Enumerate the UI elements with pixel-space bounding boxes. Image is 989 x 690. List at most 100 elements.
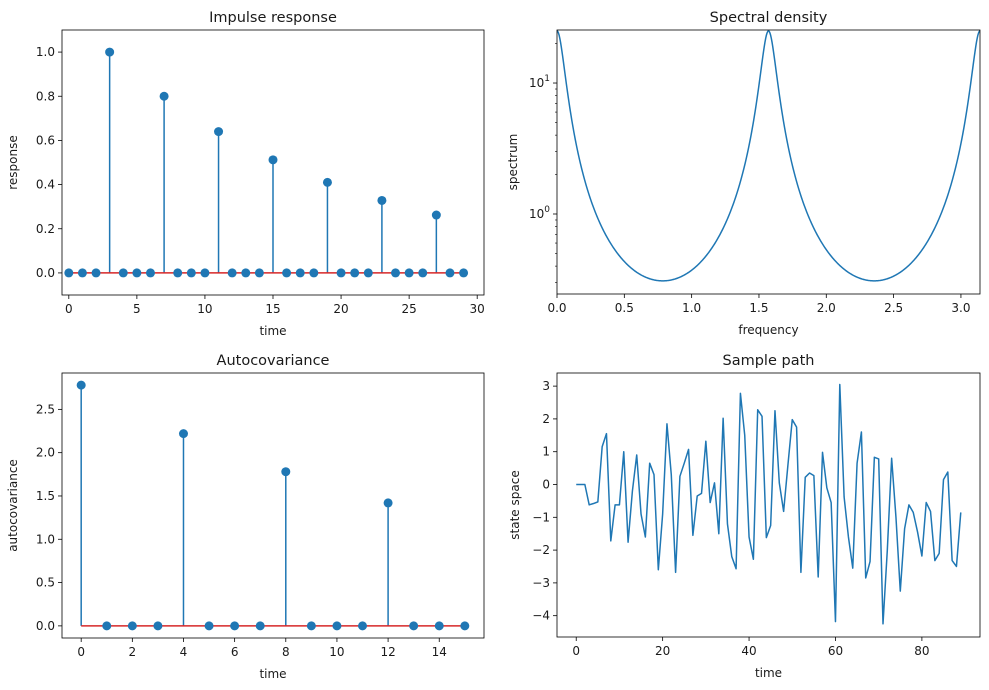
stem-marker <box>241 268 251 278</box>
stem-marker <box>227 268 237 278</box>
spectrum-line <box>557 30 980 282</box>
axes-frame <box>556 372 981 638</box>
y-tick-label: 0.5 <box>36 576 55 590</box>
sample-path-line <box>576 383 962 625</box>
x-tick-label: 2.0 <box>817 301 836 315</box>
x-axis-label: frequency <box>738 323 798 337</box>
stem-marker <box>459 268 469 278</box>
stem-marker <box>132 268 142 278</box>
stem-marker <box>230 621 240 631</box>
autocov-chart: Autocovariance time autocovariance 0 2 4 6 8 10 1… <box>6 353 485 681</box>
x-tick-label: 15 <box>265 302 280 316</box>
x-axis-label: time <box>259 324 286 338</box>
x-tick-label: 8 <box>282 645 290 659</box>
x-tick-label: 10 <box>197 302 212 316</box>
stem-marker <box>153 621 163 631</box>
x-tick-label: 40 <box>741 644 756 658</box>
stem-marker <box>118 268 128 278</box>
stem-marker <box>383 498 393 508</box>
plot-area <box>576 383 962 625</box>
axes-frame <box>61 372 485 639</box>
y-tick-label: 1.0 <box>36 532 55 546</box>
stem-marker <box>377 195 387 205</box>
x-tick-label: 25 <box>401 302 416 316</box>
stem-marker <box>350 268 360 278</box>
stem-marker <box>460 621 470 631</box>
stem-marker <box>127 621 137 631</box>
x-tick-label: 20 <box>333 302 348 316</box>
chart-title: Impulse response <box>209 10 337 26</box>
stem-marker <box>268 155 278 165</box>
x-tick-label: 5 <box>133 302 141 316</box>
stem-marker <box>76 380 86 390</box>
y-tick-label: 2.5 <box>36 402 55 416</box>
x-tick-label: 14 <box>432 645 447 659</box>
x-tick-label: 3.0 <box>951 301 970 315</box>
stem-marker <box>77 268 87 278</box>
stem-marker <box>214 127 224 137</box>
x-axis-label: time <box>259 667 286 681</box>
y-tick-label: 1 <box>542 445 550 459</box>
x-tick-label: 1.5 <box>749 301 768 315</box>
y-tick-label: 0.0 <box>36 619 55 633</box>
stem-marker <box>322 177 332 187</box>
y-tick-label: −4 <box>532 609 550 623</box>
y-axis-label: state space <box>508 470 522 539</box>
y-tick-label: −1 <box>532 510 550 524</box>
y-axis-label: response <box>6 135 20 190</box>
y-tick-label: 0.2 <box>36 222 55 236</box>
plot-area <box>64 47 469 278</box>
x-tick-label: 2.5 <box>884 301 903 315</box>
stem-marker <box>200 268 210 278</box>
stem-marker <box>178 429 188 439</box>
stem-marker <box>431 210 441 220</box>
stem-marker <box>445 268 455 278</box>
x-tick-label: 60 <box>828 644 843 658</box>
y-axis-label: spectrum <box>506 134 520 191</box>
stem-marker <box>404 268 414 278</box>
stem-marker <box>105 47 115 57</box>
y-tick-label: 0 <box>542 478 550 492</box>
x-tick-label: 0 <box>77 645 85 659</box>
x-tick-label: 6 <box>231 645 239 659</box>
y-tick-label: 2 <box>542 412 550 426</box>
stem-marker <box>254 268 264 278</box>
y-tick-label: 1.5 <box>36 489 55 503</box>
spectral-chart: Spectral density frequency spectrum 0.0 0.5 1… <box>506 10 981 337</box>
stem-marker <box>363 268 373 278</box>
x-tick-label: 1.0 <box>682 301 701 315</box>
x-tick-label: 2 <box>129 645 137 659</box>
axes-frame <box>61 29 485 296</box>
stem-marker <box>409 621 419 631</box>
stem-marker <box>102 621 112 631</box>
x-tick-label: 0.0 <box>547 301 566 315</box>
plot-area <box>557 30 980 282</box>
y-tick-label: 0.4 <box>36 178 55 192</box>
stem-marker <box>204 621 214 631</box>
y-tick-label: 0.8 <box>36 89 55 103</box>
stem-marker <box>64 268 74 278</box>
y-tick-label: 0.0 <box>36 266 55 280</box>
stem-marker <box>358 621 368 631</box>
stem-marker <box>332 621 342 631</box>
y-tick-label: 101 <box>529 74 550 90</box>
axes-frame <box>556 29 981 295</box>
x-axis-label: time <box>755 666 782 680</box>
stem-marker <box>434 621 444 631</box>
x-tick-label: 0 <box>572 644 580 658</box>
x-tick-label: 10 <box>329 645 344 659</box>
chart-title: Spectral density <box>710 10 828 26</box>
stem-marker <box>255 621 265 631</box>
x-tick-label: 0.5 <box>615 301 634 315</box>
chart-title: Autocovariance <box>217 353 330 369</box>
stem-marker <box>281 467 291 477</box>
stem-marker <box>336 268 346 278</box>
stem-marker <box>295 268 305 278</box>
y-tick-label: 0.6 <box>36 133 55 147</box>
stem-marker <box>159 91 169 101</box>
stem-marker <box>309 268 319 278</box>
stem-marker <box>186 268 196 278</box>
x-tick-label: 0 <box>65 302 73 316</box>
